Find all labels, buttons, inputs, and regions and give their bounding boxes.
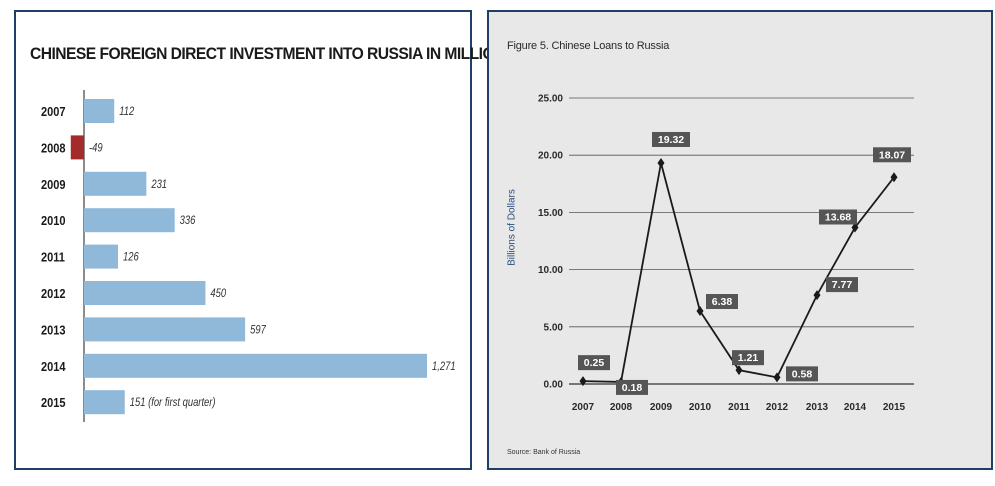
fdi-year-label: 2012: [41, 286, 66, 301]
loans-data-label-box: [786, 366, 818, 382]
loans-x-tick-label: 2008: [610, 402, 633, 413]
fdi-data-label: 231: [150, 178, 167, 191]
loans-data-point: [735, 365, 743, 376]
loans-data-point: [890, 172, 898, 183]
fdi-data-label: 450: [210, 287, 226, 300]
fdi-chart-title: CHINESE FOREIGN DIRECT INVESTMENT INTO R…: [30, 44, 541, 63]
fdi-bar: [84, 99, 115, 123]
fdi-bar: [84, 171, 147, 196]
fdi-data-label: 597: [250, 324, 267, 337]
loans-data-label: 13.68: [825, 212, 851, 224]
loans-data-label: 19.32: [658, 134, 684, 146]
fdi-bar: [84, 244, 119, 269]
fdi-year-label: 2015: [41, 395, 66, 410]
loans-data-label-box: [616, 379, 648, 395]
fdi-year-label: 2014: [41, 359, 66, 374]
fdi-chart-panel: CHINESE FOREIGN DIRECT INVESTMENT INTO R…: [14, 10, 541, 470]
loans-y-tick-label: 10.00: [538, 265, 563, 276]
loans-data-label-box: [819, 209, 857, 225]
loans-data-label-box: [652, 131, 690, 147]
loans-x-tick-label: 2007: [572, 402, 595, 413]
loans-series-line: [582, 162, 895, 383]
loans-data-point: [851, 222, 859, 233]
loans-x-tick-label: 2015: [883, 402, 906, 413]
fdi-data-label: 151 (for first quarter): [130, 396, 216, 409]
loans-x-tick-label: 2011: [728, 402, 750, 413]
fdi-year-label: 2010: [41, 213, 66, 228]
fdi-year-label: 2013: [41, 323, 66, 338]
loans-data-label-box: [578, 355, 610, 371]
fdi-year-label: 2011: [41, 250, 65, 265]
loans-data-label-box: [706, 294, 738, 310]
fdi-bar: [84, 208, 175, 233]
fdi-data-label: 126: [123, 251, 139, 264]
loans-data-label: 7.77: [832, 279, 853, 291]
loans-data-label: 1.21: [738, 352, 759, 364]
fdi-data-label: 112: [119, 105, 134, 118]
fdi-data-label: 1,271: [432, 360, 456, 373]
loans-y-tick-label: 5.00: [544, 322, 564, 333]
loans-data-point: [813, 290, 821, 301]
fdi-bar: [84, 281, 206, 305]
loans-data-label-box: [826, 277, 858, 293]
loans-y-tick-label: 25.00: [538, 94, 563, 105]
loans-y-tick-label: 15.00: [538, 208, 563, 219]
loans-data-label: 6.38: [712, 296, 733, 308]
loans-data-label: 18.07: [879, 149, 905, 161]
loans-line-chart: 0.00 5.00 10.00 15.00 20.00 25.00 2007 2008 2009…: [538, 94, 914, 413]
loans-data-label-box: [732, 350, 764, 366]
loans-x-tick-label: 2012: [766, 402, 789, 413]
fdi-bar: [84, 317, 246, 342]
fdi-year-label: 2007: [41, 104, 66, 119]
loans-y-tick-label: 0.00: [544, 380, 564, 391]
loans-x-tick-label: 2014: [844, 402, 867, 413]
loans-chart-panel: Figure 5. Chinese Loans to Russia Billio…: [487, 10, 993, 470]
loans-data-point: [657, 157, 665, 168]
loans-data-label: 0.18: [622, 382, 643, 394]
fdi-bar: [70, 135, 84, 160]
fdi-bar-chart: 2007 112 2008 -49 2009 231 2010 336 2011 126 2012 4…: [41, 90, 456, 422]
loans-data-label-box: [873, 147, 911, 163]
fdi-year-label: 2009: [41, 177, 66, 192]
fdi-bar: [84, 353, 427, 378]
loans-data-point: [696, 306, 704, 317]
loans-x-tick-label: 2013: [806, 402, 829, 413]
fdi-year-label: 2008: [41, 141, 66, 156]
loans-x-tick-label: 2009: [650, 402, 673, 413]
fdi-data-label: -49: [89, 142, 103, 155]
loans-data-label: 0.25: [584, 357, 605, 369]
loans-data-label: 0.58: [792, 368, 813, 380]
loans-y-tick-label: 20.00: [538, 151, 563, 162]
fdi-data-label: 336: [180, 214, 196, 227]
loans-data-point: [579, 376, 587, 387]
loans-data-point: [773, 372, 781, 383]
loans-x-tick-label: 2010: [689, 402, 712, 413]
loans-source-note: Source: Bank of Russia: [507, 449, 581, 456]
fdi-bar: [84, 390, 125, 415]
loans-chart-title: Figure 5. Chinese Loans to Russia: [507, 40, 670, 52]
